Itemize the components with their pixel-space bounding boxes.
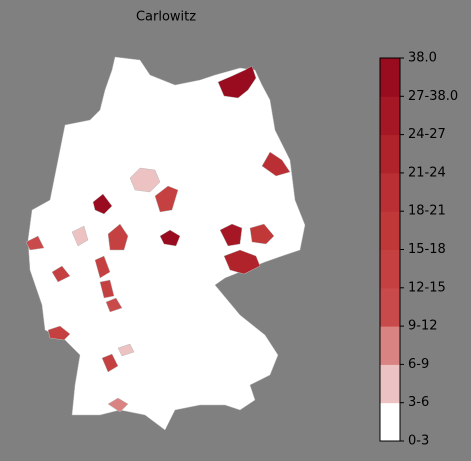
region (51, 265, 71, 283)
region (105, 297, 123, 313)
region (249, 223, 275, 245)
colorbar-segment (380, 96, 400, 136)
colorbar-segment (380, 134, 400, 174)
colorbar-label: 9-12 (408, 319, 438, 334)
region (223, 249, 261, 275)
colorbar-label: 38.0 (408, 51, 437, 66)
colorbar: 0-3 3-6 6-9 9-12 12-15 15-18 18-21 21-24 24-27 27… (380, 51, 458, 449)
region (94, 255, 111, 279)
colorbar-segment (380, 58, 400, 97)
region (25, 235, 45, 251)
colorbar-label: 27-38.0 (408, 89, 458, 104)
region (107, 223, 129, 251)
region (261, 151, 291, 177)
colorbar-segment (380, 172, 400, 212)
region (101, 353, 119, 373)
colorbar-segment (380, 211, 400, 250)
region (107, 397, 129, 413)
colorbar-label: 15-18 (408, 242, 446, 257)
colorbar-frame (379, 57, 401, 442)
region (117, 343, 135, 357)
region (47, 325, 71, 341)
region (219, 223, 243, 247)
colorbar-segment (380, 249, 400, 289)
colorbar-segment (380, 364, 400, 404)
colorbar-label: 6-9 (408, 357, 429, 372)
colorbar-label: 3-6 (408, 395, 429, 410)
region (71, 225, 89, 247)
region (92, 193, 113, 215)
colorbar-segment (380, 402, 400, 442)
colorbar-label: 0-3 (408, 434, 429, 449)
colorbar-label: 18-21 (408, 204, 446, 219)
region (159, 229, 181, 247)
region (129, 167, 161, 193)
colorbar-label: 21-24 (408, 165, 446, 180)
colorbar-label: 12-15 (408, 280, 446, 295)
colorbar-label: 24-27 (408, 127, 446, 142)
region (154, 185, 179, 213)
colorbar-segment (380, 326, 400, 365)
germany-map (25, 56, 306, 431)
colorbar-segment (380, 287, 400, 327)
map-title: Carlowitz (136, 10, 196, 25)
region (99, 279, 115, 299)
region (217, 65, 257, 99)
